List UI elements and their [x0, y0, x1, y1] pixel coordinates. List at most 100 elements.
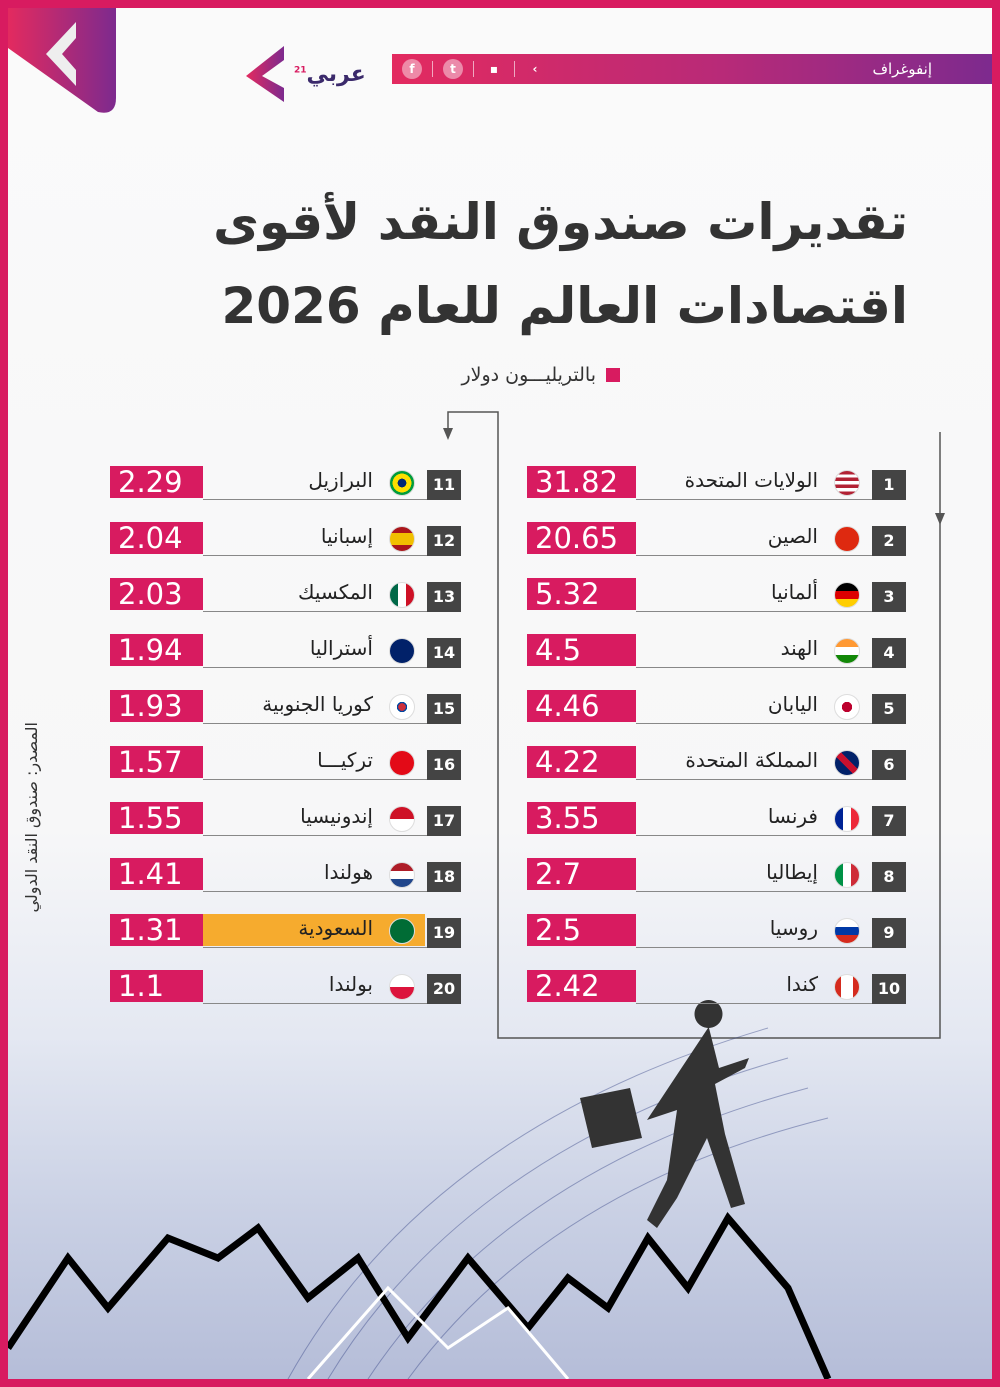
table-row: 2.29 البرازيل 11	[110, 466, 461, 500]
flag-icon-ru	[834, 918, 860, 944]
value-box: 2.42	[527, 970, 636, 1002]
flag-icon-jp	[834, 694, 860, 720]
value-box: 1.1	[110, 970, 203, 1002]
rank-badge: 11	[427, 470, 461, 500]
row-divider	[636, 1003, 906, 1004]
value-box: 4.22	[527, 746, 636, 778]
flag-icon-gb	[834, 750, 860, 776]
youtube-icon[interactable]: ▪	[489, 62, 499, 76]
table-row: 20.65 الصين 2	[527, 522, 906, 556]
value-box: 1.57	[110, 746, 203, 778]
value-box: 1.93	[110, 690, 203, 722]
corner-logo-icon	[8, 8, 116, 113]
table-row: 3.55 فرنسا 7	[527, 802, 906, 836]
country-name: كندا	[786, 972, 818, 996]
table-row: 2.7 إيطاليا 8	[527, 858, 906, 892]
rank-badge: 5	[872, 694, 906, 724]
country-name: أستراليا	[309, 636, 373, 660]
twitter-icon[interactable]: t	[443, 59, 463, 79]
row-divider	[203, 499, 461, 500]
row-divider	[636, 611, 906, 612]
country-name: المملكة المتحدة	[685, 748, 818, 772]
unit-label: بالتريليـــون دولار	[461, 364, 596, 386]
flag-icon-in	[834, 638, 860, 664]
row-divider	[636, 555, 906, 556]
value-box: 1.31	[110, 914, 203, 946]
country-name: المكسيك	[298, 580, 373, 604]
country-name: البرازيل	[308, 468, 373, 492]
table-row: 5.32 ألمانيا 3	[527, 578, 906, 612]
flow-arrow	[447, 411, 941, 1039]
table-row: 1.94 أستراليا 14	[110, 634, 461, 668]
country-name: روسيا	[769, 916, 818, 940]
zigzag-line	[8, 1211, 832, 1379]
flag-icon-ca	[834, 974, 860, 1000]
flag-icon-fr	[834, 806, 860, 832]
country-name: بولندا	[328, 972, 373, 996]
rank-badge: 12	[427, 526, 461, 556]
value-box: 20.65	[527, 522, 636, 554]
country-name: إسبانيا	[320, 524, 373, 548]
country-name: اليابان	[767, 692, 818, 716]
country-name: تركيـــا	[317, 748, 373, 772]
rank-badge: 8	[872, 862, 906, 892]
table-row: 4.46 اليابان 5	[527, 690, 906, 724]
rank-badge: 15	[427, 694, 461, 724]
value-box: 4.5	[527, 634, 636, 666]
country-name: الصين	[767, 524, 818, 548]
rank-badge: 10	[872, 974, 906, 1004]
row-divider	[203, 1003, 461, 1004]
table-row: 1.1 بولندا 20	[110, 970, 461, 1004]
value-box: 3.55	[527, 802, 636, 834]
rank-badge: 7	[872, 806, 906, 836]
brand-arrow-icon[interactable]: ‹	[532, 62, 538, 76]
flag-icon-es	[389, 526, 415, 552]
facebook-icon[interactable]: f	[402, 59, 422, 79]
rank-badge: 17	[427, 806, 461, 836]
decoration	[8, 411, 945, 1379]
rank-badge: 14	[427, 638, 461, 668]
rank-badge: 19	[427, 918, 461, 948]
unit-legend: بالتريليـــون دولار	[461, 364, 620, 386]
flag-icon-mx	[389, 582, 415, 608]
rank-badge: 13	[427, 582, 461, 612]
rank-badge: 3	[872, 582, 906, 612]
row-divider	[636, 779, 906, 780]
flag-icon-au	[389, 638, 415, 664]
runner-silhouette	[580, 1000, 749, 1228]
row-divider	[203, 891, 461, 892]
brand-mark-icon	[246, 46, 284, 102]
country-name: إندونيسيا	[300, 804, 373, 828]
row-divider	[203, 947, 461, 948]
row-divider	[203, 667, 461, 668]
value-box: 2.29	[110, 466, 203, 498]
flag-icon-tr	[389, 750, 415, 776]
brand-logo: عربي21	[240, 44, 366, 104]
table-row: 31.82 الولايات المتحدة 1	[527, 466, 906, 500]
row-divider	[203, 555, 461, 556]
row-divider	[203, 779, 461, 780]
flag-icon-sa	[389, 918, 415, 944]
row-divider	[203, 835, 461, 836]
legend-swatch	[606, 368, 620, 382]
flag-icon-pl	[389, 974, 415, 1000]
value-box: 5.32	[527, 578, 636, 610]
value-box: 1.94	[110, 634, 203, 666]
rank-badge: 18	[427, 862, 461, 892]
flag-icon-us	[834, 470, 860, 496]
value-box: 1.55	[110, 802, 203, 834]
row-divider	[636, 667, 906, 668]
infographic: عربي21 f t ▪ ‹ إنفوغراف تقديرات صندوق ال…	[8, 8, 992, 1379]
table-row: 1.55 إندونيسيا 17	[110, 802, 461, 836]
value-box: 2.7	[527, 858, 636, 890]
table-row: 2.5 روسيا 9	[527, 914, 906, 948]
flag-icon-de	[834, 582, 860, 608]
table-row: 2.03 المكسيك 13	[110, 578, 461, 612]
row-divider	[636, 723, 906, 724]
value-box: 1.41	[110, 858, 203, 890]
page-title: تقديرات صندوق النقد لأقوى اقتصادات العال…	[88, 180, 908, 348]
row-divider	[636, 891, 906, 892]
country-name: فرنسا	[767, 804, 818, 828]
flag-icon-nl	[389, 862, 415, 888]
flag-icon-cn	[834, 526, 860, 552]
